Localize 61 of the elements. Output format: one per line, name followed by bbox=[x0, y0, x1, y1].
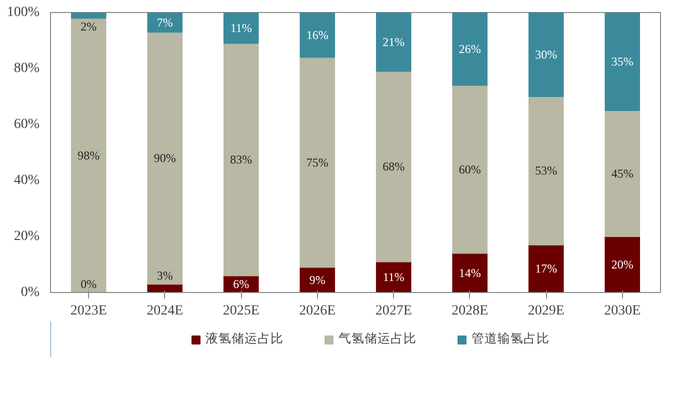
bar bbox=[376, 12, 412, 72]
bar bbox=[528, 96, 564, 246]
bar bbox=[223, 12, 259, 44]
legend-label: 液氢储运占比 bbox=[206, 330, 284, 348]
x-tick-label: 2023E bbox=[70, 304, 107, 318]
bar bbox=[452, 84, 488, 254]
data-label: 11% bbox=[230, 20, 252, 35]
data-label: 11% bbox=[382, 270, 404, 284]
bar bbox=[528, 244, 564, 292]
legend-label: 气氢储运占比 bbox=[338, 330, 416, 348]
bar bbox=[300, 56, 336, 268]
bar bbox=[528, 12, 564, 97]
data-label: 21% bbox=[382, 34, 405, 49]
x-tick-label: 2028E bbox=[452, 304, 488, 318]
data-label: 30% bbox=[535, 48, 558, 62]
data-label: 14% bbox=[458, 266, 481, 280]
bar bbox=[147, 32, 183, 285]
y-tick-label: 0% bbox=[20, 285, 40, 300]
bar bbox=[604, 12, 640, 111]
data-label: 60% bbox=[458, 162, 481, 176]
x-tick-label: 2025E bbox=[222, 304, 260, 318]
x-tick-label: 2027E bbox=[375, 304, 412, 318]
x-tick-label: 2026E bbox=[299, 304, 336, 318]
x-tick-label: 2030E bbox=[604, 304, 641, 318]
y-tick-label: 40% bbox=[14, 173, 40, 188]
bar bbox=[70, 12, 106, 19]
data-label: 35% bbox=[611, 54, 634, 68]
data-label: 83% bbox=[230, 152, 252, 166]
bar bbox=[604, 236, 640, 292]
data-label: 6% bbox=[233, 277, 250, 292]
y-tick-label: 20% bbox=[14, 229, 40, 244]
legend-label: 管道输氢占比 bbox=[472, 330, 550, 348]
bar bbox=[604, 110, 640, 237]
bar bbox=[452, 12, 488, 86]
bar bbox=[300, 12, 336, 58]
bar bbox=[147, 12, 183, 33]
y-tick-label: 60% bbox=[14, 117, 40, 132]
bar bbox=[223, 42, 259, 276]
data-label: 9% bbox=[309, 272, 326, 287]
data-label: 3% bbox=[156, 268, 173, 283]
bar bbox=[376, 261, 412, 292]
data-label: 98% bbox=[78, 148, 100, 162]
data-label: 17% bbox=[535, 262, 558, 276]
data-label: 26% bbox=[458, 42, 481, 56]
data-label: 75% bbox=[306, 155, 328, 170]
data-label: 53% bbox=[535, 164, 558, 178]
y-tick-label: 100% bbox=[6, 5, 40, 20]
bar bbox=[70, 18, 106, 292]
data-label: 90% bbox=[154, 151, 176, 166]
data-label: 16% bbox=[306, 28, 328, 42]
data-label: 20% bbox=[611, 258, 634, 272]
y-tick-label: 80% bbox=[14, 61, 40, 76]
bar bbox=[452, 252, 488, 292]
data-label: 7% bbox=[156, 15, 173, 30]
data-label: 0% bbox=[80, 277, 97, 292]
x-tick-label: 2024E bbox=[146, 304, 184, 318]
bar bbox=[376, 70, 412, 262]
data-label: 68% bbox=[382, 160, 405, 174]
data-label: 45% bbox=[611, 166, 634, 180]
data-label: 2% bbox=[80, 20, 97, 34]
x-tick-label: 2029E bbox=[528, 304, 564, 318]
